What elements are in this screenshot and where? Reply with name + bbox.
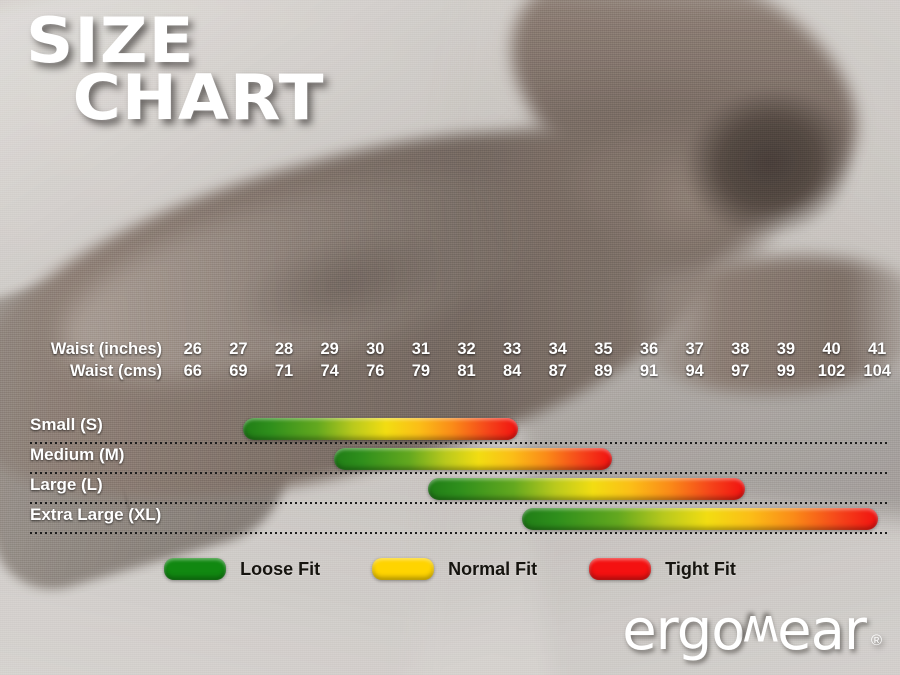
fit-range-bar — [243, 418, 519, 440]
table-cell: 26 — [183, 339, 202, 358]
table-cell: 29 — [320, 339, 339, 358]
table-cell: 102 — [817, 361, 846, 380]
table-cell: 91 — [639, 361, 659, 380]
size-label: Small (S) — [30, 415, 103, 434]
table-cell: 39 — [776, 339, 796, 358]
table-cell: 34 — [548, 339, 567, 358]
size-row-large: Large (L) — [0, 474, 900, 504]
table-cell: 99 — [776, 361, 796, 380]
table-cell: 37 — [685, 339, 704, 358]
legend-item-normal-fit: Normal Fit — [372, 558, 537, 580]
table-cell: 69 — [229, 361, 248, 380]
page-title: SIZE CHART — [26, 10, 325, 135]
table-cell: 89 — [594, 361, 613, 380]
brand-name-w-glyph: w — [742, 605, 780, 659]
table-cell: 66 — [183, 361, 202, 380]
table-cell: 30 — [366, 339, 385, 358]
measurement-table: Waist (inches) 26 27 28 29 30 31 32 33 3… — [0, 338, 900, 382]
table-cell: 79 — [411, 361, 431, 380]
table-cell: 31 — [411, 339, 431, 358]
table-cell: 41 — [868, 339, 887, 358]
fit-range-bar — [333, 448, 612, 470]
row-label-waist-inches: Waist (inches) — [50, 339, 162, 358]
fit-legend: Loose Fit Normal Fit Tight Fit — [0, 558, 900, 580]
table-cell: 74 — [320, 361, 339, 380]
table-cell: 76 — [366, 361, 385, 380]
row-label-waist-cms: Waist (cms) — [70, 361, 162, 380]
table-cell: 28 — [274, 339, 294, 358]
table-cell: 36 — [639, 339, 659, 358]
table-cell: 40 — [822, 339, 841, 358]
size-label: Large (L) — [30, 475, 103, 494]
table-cell: 104 — [863, 361, 891, 380]
row-values-waist-inches: 26 27 28 29 30 31 32 33 34 35 36 37 38 3… — [170, 340, 900, 359]
size-row-medium: Medium (M) — [0, 444, 900, 474]
legend-label: Normal Fit — [448, 558, 538, 579]
size-label: Extra Large (XL) — [30, 505, 162, 524]
table-cell: 38 — [731, 339, 750, 358]
size-label: Medium (M) — [30, 445, 125, 464]
table-cell: 84 — [503, 361, 522, 380]
fit-range-bar — [522, 508, 879, 530]
row-divider — [30, 472, 888, 474]
table-cell: 94 — [685, 361, 704, 380]
row-values-waist-cms: 66 69 71 74 76 79 81 84 87 89 91 94 97 9… — [170, 362, 900, 381]
legend-swatch-green — [164, 558, 227, 580]
table-cell: 81 — [457, 361, 476, 380]
legend-swatch-yellow — [372, 558, 435, 580]
size-row-extra-large: Extra Large (XL) — [0, 504, 900, 534]
legend-item-loose-fit: Loose Fit — [164, 558, 320, 580]
row-divider — [30, 532, 888, 534]
table-row: Waist (cms) 66 69 71 74 76 79 81 84 87 8… — [0, 360, 900, 382]
legend-item-tight-fit: Tight Fit — [589, 558, 736, 580]
size-rows: Small (S) Medium (M) Large (L) Extra Lar… — [0, 414, 900, 534]
title-line-1: SIZE — [26, 4, 195, 77]
brand-name-part-1: ergo — [622, 598, 745, 663]
brand-name-part-2: ear — [777, 598, 867, 663]
table-cell: 35 — [594, 339, 613, 358]
legend-label: Loose Fit — [240, 558, 321, 579]
registered-trademark-icon: ® — [870, 632, 882, 649]
table-cell: 33 — [503, 339, 522, 358]
table-cell: 27 — [229, 339, 248, 358]
table-cell: 32 — [457, 339, 476, 358]
row-divider — [30, 502, 888, 504]
fit-range-bar — [428, 478, 746, 500]
legend-label: Tight Fit — [665, 558, 736, 579]
title-line-2: CHART — [72, 61, 325, 135]
table-cell: 87 — [548, 361, 567, 380]
brand-logo: ergo w ear ® — [622, 598, 882, 663]
size-row-small: Small (S) — [0, 414, 900, 444]
row-divider — [30, 442, 888, 444]
legend-swatch-red — [589, 558, 652, 580]
table-cell: 97 — [731, 361, 750, 380]
table-cell: 71 — [274, 361, 294, 380]
table-row: Waist (inches) 26 27 28 29 30 31 32 33 3… — [0, 338, 900, 360]
